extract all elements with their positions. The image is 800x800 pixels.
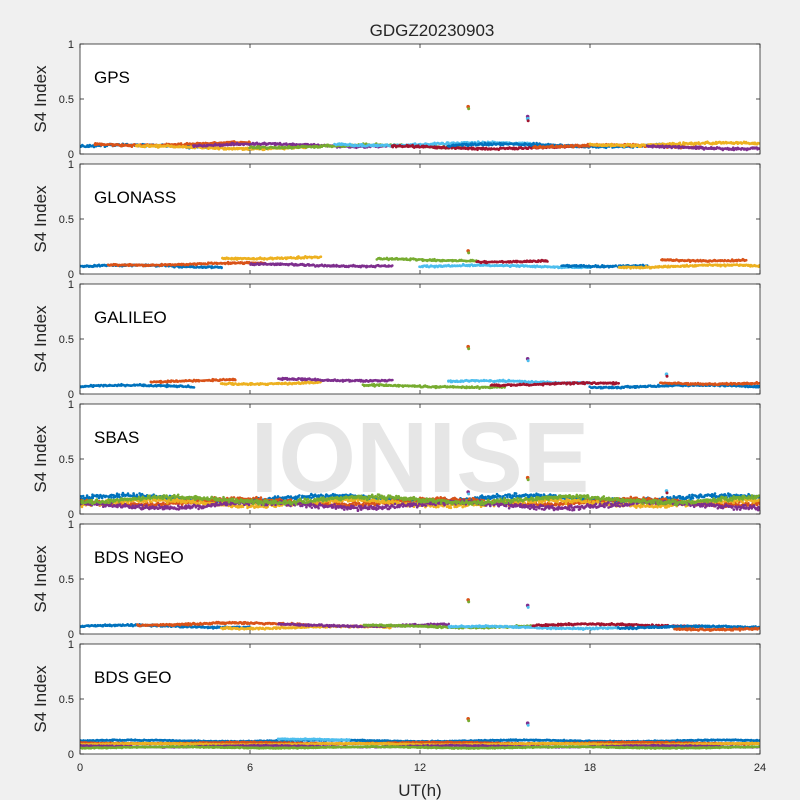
data-point bbox=[248, 140, 251, 144]
data-point bbox=[490, 147, 494, 151]
data-point bbox=[221, 382, 224, 386]
outlier-point bbox=[526, 119, 530, 123]
outlier-point bbox=[467, 251, 471, 255]
data-point bbox=[632, 265, 636, 269]
data-point bbox=[319, 255, 323, 258]
panel-background bbox=[80, 44, 760, 154]
y-tick-label: 0 bbox=[68, 269, 74, 281]
data-point bbox=[665, 144, 668, 148]
panel-gps: 0 0.5 1 S4 Index GPS bbox=[31, 39, 761, 161]
data-point bbox=[394, 145, 398, 149]
data-point bbox=[661, 144, 664, 147]
y-tick-label: 0.5 bbox=[59, 214, 74, 226]
data-point bbox=[185, 145, 189, 149]
data-point bbox=[532, 146, 535, 149]
data-point bbox=[102, 385, 105, 388]
data-point bbox=[260, 262, 263, 266]
data-point bbox=[131, 263, 134, 267]
data-point bbox=[99, 383, 103, 387]
scatter-series-group bbox=[80, 344, 760, 390]
figure-title: GDGZ20230903 bbox=[370, 21, 495, 40]
data-point bbox=[546, 260, 549, 263]
data-point bbox=[287, 262, 291, 266]
data-point bbox=[502, 260, 506, 264]
data-point bbox=[614, 264, 618, 268]
data-point bbox=[467, 143, 471, 147]
data-point bbox=[224, 261, 228, 265]
y-tick-label: 0 bbox=[68, 149, 74, 161]
panels-group: 0 0.5 1 S4 Index GPS 0 0.5 1 S4 Index GLONASS 00.5… bbox=[31, 39, 766, 774]
panel-glonass: 0 0.5 1 S4 Index GLONASS bbox=[31, 159, 761, 281]
data-point bbox=[488, 385, 491, 389]
y-tick-label: 0.5 bbox=[59, 94, 74, 106]
panel-label: GLONASS bbox=[94, 188, 176, 207]
data-point bbox=[229, 143, 233, 147]
data-point bbox=[744, 258, 748, 262]
data-point bbox=[689, 259, 693, 263]
panel-background bbox=[80, 284, 760, 394]
data-point bbox=[476, 385, 479, 388]
data-point bbox=[196, 141, 200, 145]
data-point bbox=[232, 143, 236, 147]
data-point bbox=[522, 147, 525, 150]
outlier-point bbox=[467, 107, 471, 111]
data-point bbox=[702, 148, 706, 151]
data-point bbox=[244, 257, 248, 260]
data-point bbox=[257, 145, 260, 149]
y-axis-label: S4 Index bbox=[31, 65, 50, 133]
scatter-series-group bbox=[80, 104, 760, 152]
y-tick-label: 1 bbox=[68, 159, 74, 171]
scatter-series-group bbox=[80, 249, 760, 270]
data-point bbox=[391, 264, 394, 267]
y-tick-label: 1 bbox=[68, 39, 74, 51]
data-point bbox=[643, 143, 647, 147]
data-point bbox=[109, 384, 113, 387]
panel-background bbox=[80, 164, 760, 274]
data-point bbox=[383, 143, 387, 147]
data-point bbox=[585, 144, 589, 148]
data-point bbox=[192, 386, 196, 389]
data-point bbox=[663, 265, 667, 269]
data-point bbox=[383, 257, 386, 261]
data-point bbox=[525, 260, 529, 263]
panel-label: GPS bbox=[94, 68, 130, 87]
data-point bbox=[344, 143, 347, 147]
data-point bbox=[689, 264, 692, 267]
data-point bbox=[678, 141, 682, 145]
data-point bbox=[198, 379, 202, 382]
data-point bbox=[220, 266, 223, 270]
data-point bbox=[304, 254, 307, 258]
data-point bbox=[253, 143, 257, 146]
data-point bbox=[391, 378, 394, 382]
data-point bbox=[759, 264, 760, 268]
y-axis-label: S4 Index bbox=[31, 185, 50, 253]
data-point bbox=[447, 380, 450, 383]
data-point bbox=[607, 143, 611, 147]
data-point bbox=[234, 378, 237, 382]
data-point bbox=[180, 266, 184, 269]
